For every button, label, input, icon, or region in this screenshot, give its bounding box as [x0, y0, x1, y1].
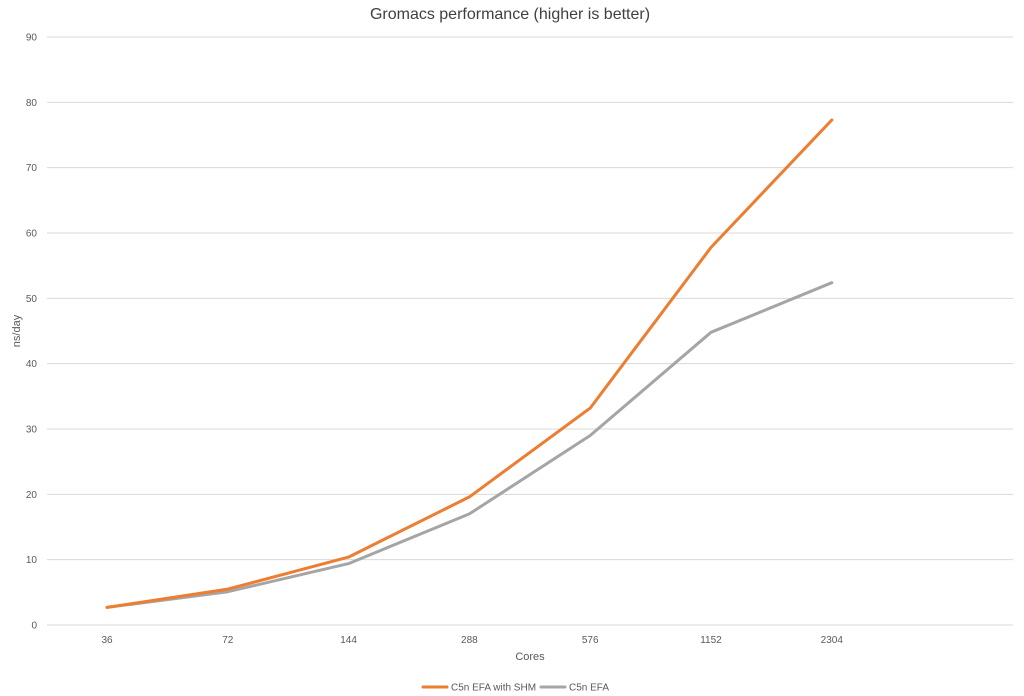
series-lines — [105, 118, 834, 609]
y-tick-label: 10 — [26, 555, 38, 566]
series-line-c5n-efa — [105, 281, 834, 609]
y-tick-label: 70 — [26, 163, 38, 174]
y-tick-label: 20 — [26, 490, 38, 501]
y-tick-label: 60 — [26, 229, 38, 240]
y-axis-label: ns/day — [11, 314, 23, 347]
x-tick-label: 576 — [582, 635, 599, 646]
y-axis-ticks: 0 10 20 30 40 50 60 70 80 90 — [26, 33, 38, 632]
legend-label-c5n-efa-with-shm: C5n EFA with SHM — [451, 683, 536, 694]
y-tick-label: 80 — [26, 98, 38, 109]
x-tick-label: 144 — [340, 635, 357, 646]
series-line-c5n-efa-with-shm — [105, 118, 834, 609]
y-tick-label: 50 — [26, 294, 38, 305]
y-tick-label: 90 — [26, 33, 38, 44]
y-tick-label: 0 — [31, 621, 37, 632]
gridlines — [47, 36, 1013, 626]
x-tick-label: 288 — [461, 635, 478, 646]
chart-title: Gromacs performance (higher is better) — [370, 6, 650, 23]
x-tick-label: 2304 — [821, 635, 844, 646]
x-axis-label: Cores — [515, 651, 545, 663]
x-tick-label: 72 — [222, 635, 234, 646]
x-tick-label: 1152 — [700, 635, 722, 646]
x-axis-ticks: 36 72 144 288 576 1152 2304 — [101, 635, 843, 646]
y-tick-label: 30 — [26, 425, 38, 436]
x-tick-label: 36 — [101, 635, 113, 646]
y-tick-label: 40 — [26, 359, 38, 370]
legend: C5n EFA with SHM C5n EFA — [421, 683, 609, 694]
legend-label-c5n-efa: C5n EFA — [569, 683, 609, 694]
